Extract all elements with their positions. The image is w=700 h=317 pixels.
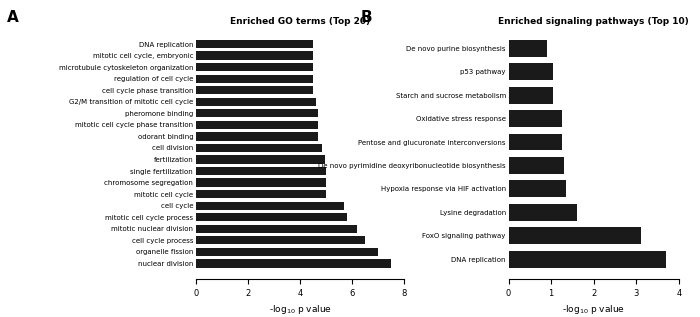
Bar bbox=[508, 110, 562, 127]
Bar bbox=[196, 259, 391, 268]
Bar bbox=[196, 40, 313, 48]
Bar bbox=[508, 63, 553, 80]
Bar bbox=[196, 132, 318, 140]
Title: Enriched GO terms (Top 20): Enriched GO terms (Top 20) bbox=[230, 17, 370, 26]
Bar bbox=[508, 87, 553, 104]
X-axis label: -log$_{10}$ p value: -log$_{10}$ p value bbox=[562, 303, 625, 316]
Bar bbox=[508, 133, 562, 151]
Bar bbox=[196, 109, 318, 118]
Bar bbox=[196, 121, 318, 129]
Bar bbox=[196, 190, 326, 198]
Bar bbox=[508, 157, 564, 174]
Bar bbox=[508, 40, 547, 57]
Bar bbox=[196, 167, 326, 175]
Bar bbox=[196, 86, 313, 94]
Bar bbox=[508, 227, 640, 244]
Text: A: A bbox=[7, 10, 19, 24]
Bar bbox=[508, 251, 666, 268]
Bar bbox=[196, 225, 358, 233]
Bar bbox=[196, 213, 347, 221]
Bar bbox=[196, 155, 325, 164]
Bar bbox=[196, 248, 378, 256]
Text: B: B bbox=[360, 10, 372, 24]
Bar bbox=[196, 63, 313, 71]
Title: Enriched signaling pathways (Top 10): Enriched signaling pathways (Top 10) bbox=[498, 17, 689, 26]
Bar bbox=[196, 202, 344, 210]
Bar bbox=[508, 204, 577, 221]
Bar bbox=[196, 74, 313, 83]
Bar bbox=[196, 98, 316, 106]
Bar bbox=[196, 236, 365, 244]
Bar bbox=[196, 51, 313, 60]
X-axis label: -log$_{10}$ p value: -log$_{10}$ p value bbox=[269, 303, 332, 316]
Bar bbox=[196, 178, 326, 187]
Bar bbox=[196, 144, 322, 152]
Bar bbox=[508, 180, 566, 197]
